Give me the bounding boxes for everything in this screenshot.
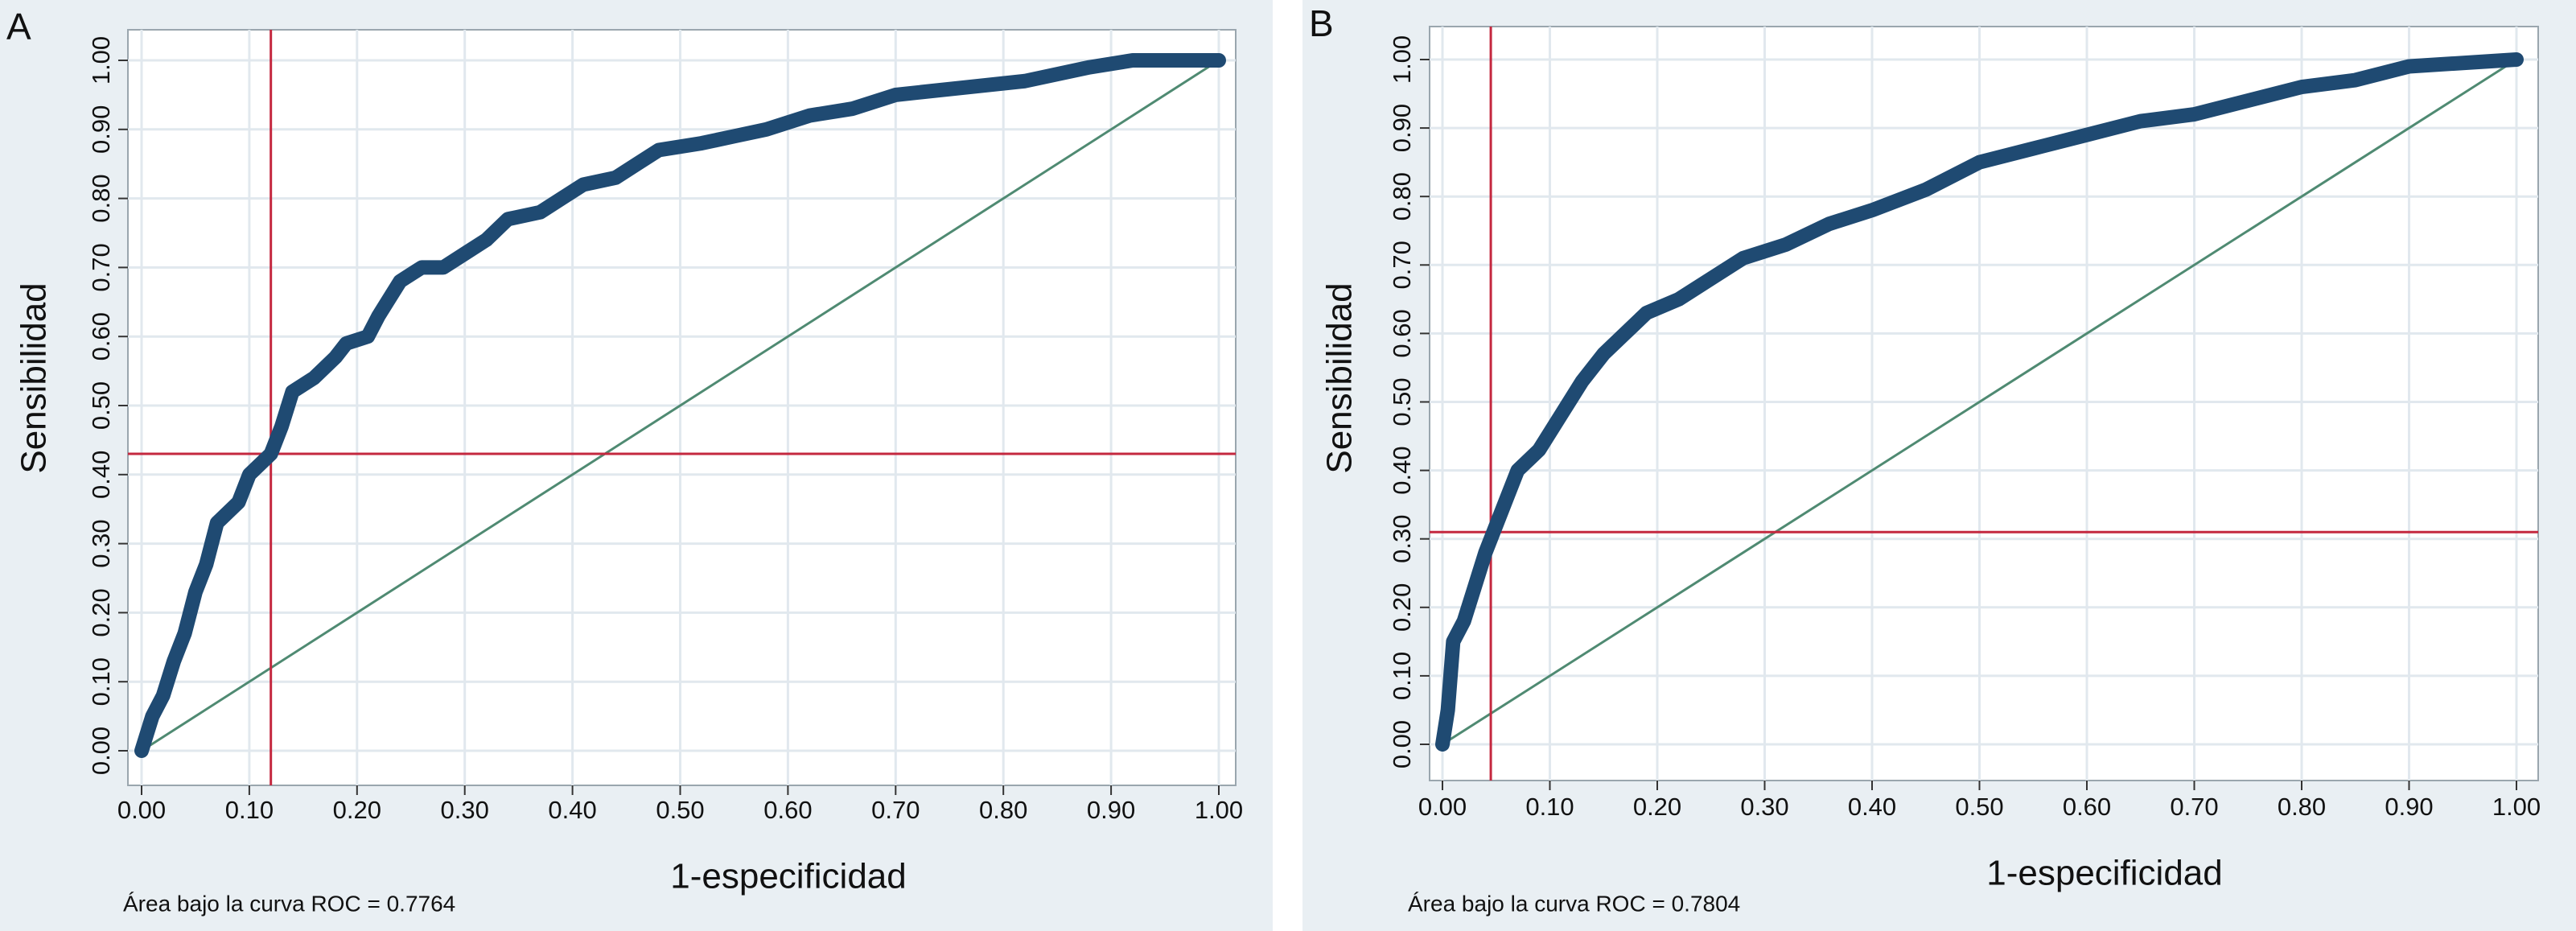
- reference-diagonal: [1442, 58, 2517, 746]
- x-tick-label: 0.60: [763, 796, 812, 824]
- y-tick-label: 0.20: [87, 588, 115, 636]
- y-tick-label: 0.60: [87, 312, 115, 360]
- x-tick-label: 0.30: [1740, 793, 1788, 821]
- plot-area: [1429, 26, 2539, 781]
- y-tick-label: 0.90: [87, 105, 115, 154]
- y-tick-label: 0.70: [87, 243, 115, 291]
- roc-curve: [134, 53, 1226, 758]
- x-tick-label: 0.40: [548, 796, 596, 824]
- y-tick-label: 0.30: [1388, 515, 1416, 563]
- y-tick-label: 0.50: [1388, 377, 1416, 426]
- y-tick-label: 1.00: [1388, 35, 1416, 84]
- x-tick-label: 0.60: [2063, 793, 2111, 821]
- y-tick-label: 0.50: [87, 381, 115, 430]
- y-tick-label: 0.30: [87, 519, 115, 567]
- y-axis-title: Sensibilidad: [14, 282, 54, 473]
- y-tick-label: 0.90: [1388, 104, 1416, 152]
- x-tick-label: 0.20: [1633, 793, 1681, 821]
- auc-note: Área bajo la curva ROC = 0.7764: [123, 891, 455, 916]
- x-tick-label: 0.40: [1848, 793, 1896, 821]
- roc-curve: [1435, 52, 2524, 752]
- y-tick-label: 0.80: [87, 174, 115, 222]
- y-tick-label: 0.70: [1388, 241, 1416, 289]
- x-tick-label: 0.00: [117, 796, 166, 824]
- x-tick-label: 0.20: [333, 796, 381, 824]
- x-tick-label: 0.00: [1418, 793, 1467, 821]
- y-tick-label: 1.00: [87, 36, 115, 84]
- x-tick-label: 1.00: [2492, 793, 2541, 821]
- auc-note: Área bajo la curva ROC = 0.7804: [1408, 891, 1740, 916]
- x-tick-label: 0.30: [441, 796, 489, 824]
- x-tick-label: 0.50: [1955, 793, 2003, 821]
- y-tick-label: 0.20: [1388, 583, 1416, 632]
- x-tick-label: 0.70: [871, 796, 920, 824]
- y-tick-label: 0.10: [1388, 652, 1416, 700]
- panel-label: A: [6, 6, 31, 47]
- x-tick-label: 0.80: [2278, 793, 2326, 821]
- y-axis-title: Sensibilidad: [1320, 282, 1360, 473]
- x-tick-label: 0.80: [979, 796, 1027, 824]
- panel-label: B: [1309, 2, 1334, 44]
- y-tick-label: 0.80: [1388, 172, 1416, 220]
- y-tick-label: 0.60: [1388, 309, 1416, 357]
- x-tick-label: 0.70: [2170, 793, 2218, 821]
- x-tick-label: 0.90: [1087, 796, 1135, 824]
- x-axis-title: 1-especificidad: [1986, 854, 2223, 893]
- x-tick-label: 0.90: [2385, 793, 2433, 821]
- y-tick-label: 0.40: [1388, 446, 1416, 494]
- y-tick-label: 0.40: [87, 451, 115, 499]
- x-tick-label: 0.10: [225, 796, 274, 824]
- y-tick-label: 0.00: [1388, 720, 1416, 768]
- plot-area: [127, 29, 1237, 786]
- reference-diagonal: [141, 59, 1220, 752]
- x-tick-label: 0.50: [656, 796, 704, 824]
- x-axis-title: 1-especificidad: [670, 857, 907, 896]
- y-tick-label: 0.00: [87, 727, 115, 775]
- x-tick-label: 0.10: [1525, 793, 1574, 821]
- y-tick-label: 0.10: [87, 657, 115, 706]
- x-tick-label: 1.00: [1195, 796, 1243, 824]
